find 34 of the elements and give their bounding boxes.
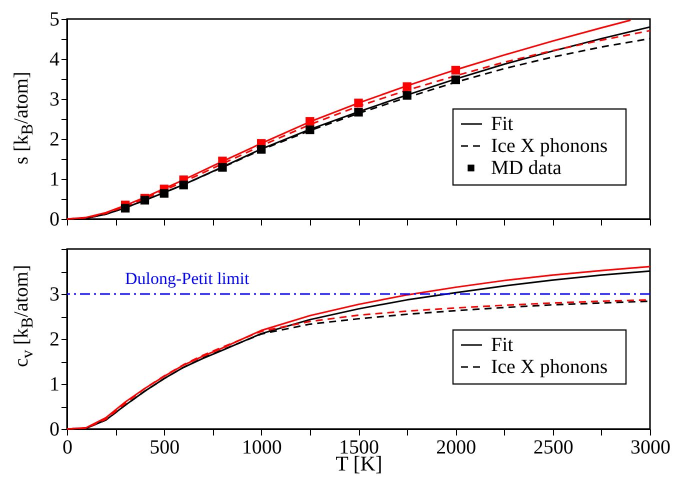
- x-tick-label: 500: [150, 436, 180, 458]
- point: [354, 108, 363, 117]
- y-tick-label: 3: [50, 284, 60, 306]
- point: [257, 145, 266, 154]
- x-tick-label: 1000: [242, 436, 282, 458]
- x-tick-label: 3000: [630, 436, 670, 458]
- point: [179, 180, 188, 190]
- ref-line-label: Dulong-Petit limit: [125, 269, 250, 288]
- y-tick-label: 2: [50, 128, 60, 150]
- point: [218, 163, 227, 172]
- point: [451, 75, 460, 84]
- x-tick-label: 2500: [533, 436, 574, 458]
- legend-label: Ice X phonons: [491, 356, 608, 378]
- y-tick-label: 4: [50, 48, 60, 70]
- point: [306, 125, 314, 134]
- point: [451, 66, 460, 75]
- x-tick-label: 2000: [436, 436, 476, 458]
- point: [306, 117, 314, 126]
- legend-label: Fit: [491, 334, 514, 356]
- point: [402, 82, 412, 91]
- point: [354, 98, 363, 108]
- y-tick-label: 1: [50, 168, 60, 190]
- point: [160, 189, 168, 198]
- y-tick-label: 3: [50, 88, 60, 110]
- point: [120, 204, 130, 213]
- legend-label: MD data: [491, 157, 562, 179]
- y-tick-label: 0: [50, 418, 60, 440]
- y-tick-label: 0: [50, 208, 60, 230]
- legend-label: Fit: [491, 113, 514, 135]
- legend-label: Ice X phonons: [491, 135, 608, 157]
- y-tick-label: 5: [50, 8, 60, 30]
- y-tick-label: 1: [50, 374, 60, 396]
- y-tick-label: 2: [50, 328, 60, 350]
- point: [402, 91, 412, 100]
